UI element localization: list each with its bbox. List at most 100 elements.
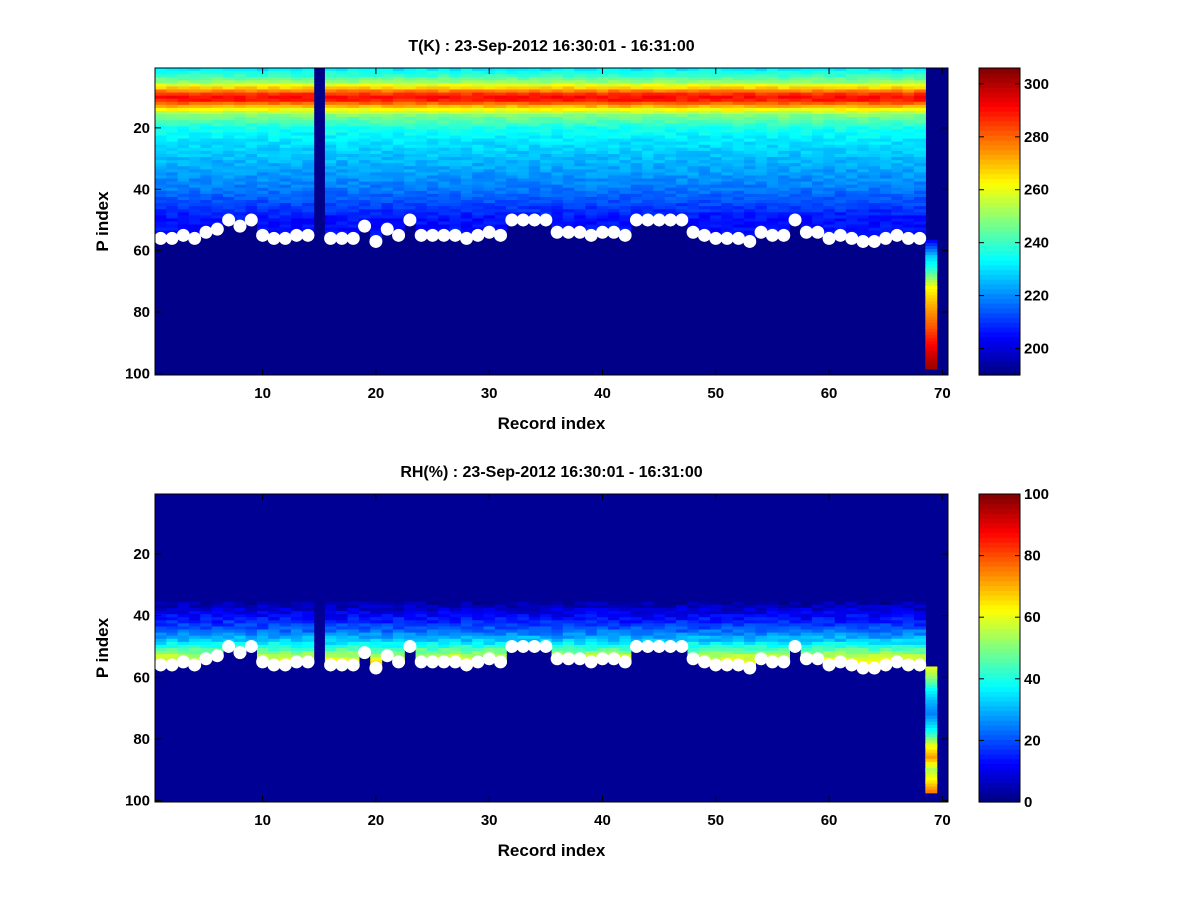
heatmap-cell [188,651,201,655]
heatmap-cell [800,132,813,137]
heatmap-cell [619,110,632,115]
heatmap-cell [755,215,768,220]
heatmap-cell [857,123,870,127]
heatmap-cell [245,95,258,100]
heatmap-cell [585,71,598,75]
heatmap-cell [732,206,745,210]
heatmap-cell [778,209,790,213]
heatmap-cell [721,629,734,634]
heatmap-cell [358,212,371,216]
heatmap-cell [789,132,802,137]
heatmap-cell [562,77,575,81]
heatmap-cell [381,614,394,618]
heatmap-cell [630,150,643,155]
heatmap-cell [902,107,915,112]
heatmap-cell [721,224,734,229]
heatmap-cell [540,601,553,606]
heatmap-cell [200,172,213,177]
heatmap-cell [415,184,428,189]
heatmap-cell [358,126,371,130]
heatmap-cell [823,150,836,155]
heatmap-cell [347,626,360,631]
heatmap-cell [687,184,700,189]
heatmap-cell [347,104,360,109]
heatmap-cell [596,203,609,207]
heatmap-cell [710,190,723,195]
heatmap-cell [619,147,632,152]
heatmap-cell [596,138,609,143]
heatmap-cell [902,150,915,155]
heatmap-cell [823,644,836,649]
heatmap-cell [619,206,632,210]
heatmap-cell [789,160,802,164]
heatmap-cell [460,623,473,628]
heatmap-cell [596,187,609,192]
heatmap-cell [630,629,643,634]
heatmap-cell [245,614,258,618]
heatmap-cell [642,147,655,152]
heatmap-cell [370,224,383,229]
heatmap-cell [925,310,938,315]
boundary-point [154,231,168,245]
heatmap-cell [494,635,507,640]
heatmap-cell [483,215,496,220]
heatmap-cell [823,184,836,189]
heatmap-cell [902,224,915,229]
heatmap-cell [211,203,224,207]
heatmap-cell [200,166,213,170]
heatmap-cell [880,203,892,207]
heatmap-cell [823,89,836,94]
heatmap-cell [540,68,553,72]
heatmap-cell [812,626,824,631]
heatmap-cell [880,120,892,124]
heatmap-cell [812,129,824,134]
heatmap-cell [483,117,496,121]
boundary-point [822,231,836,245]
heatmap-cell [868,157,881,161]
heatmap-cell [585,221,598,226]
heatmap-cell [528,95,541,100]
heatmap-cell [449,617,462,621]
heatmap-cell [744,629,757,634]
heatmap-cell [800,641,813,646]
heatmap-cell [200,648,213,652]
heatmap-cell [789,92,802,97]
heatmap-cell [868,212,881,216]
heatmap-cell [381,107,394,112]
heatmap-cell [642,196,655,201]
heatmap-cell [177,86,190,91]
heatmap-cell [755,89,768,94]
heatmap-cell [676,89,689,94]
heatmap-cell [426,129,439,134]
heatmap-cell [290,138,303,143]
heatmap-cell [585,206,598,210]
heatmap-cell [630,110,643,115]
heatmap-cell [812,71,824,75]
heatmap-cell [256,607,269,612]
heatmap-cell [528,206,541,210]
heatmap-cell [426,153,439,158]
heatmap-cell [857,132,870,137]
heatmap-cell [551,604,564,609]
heatmap-cell [540,129,553,134]
heatmap-cell [710,623,723,628]
heatmap-cell [302,110,315,115]
heatmap-cell [551,620,564,624]
heatmap-cell [166,123,179,127]
heatmap-cell [755,611,768,615]
heatmap-cell [778,651,790,655]
heatmap-cell [517,80,530,84]
heatmap-cell [642,123,655,127]
heatmap-cell [472,144,485,149]
heatmap-cell [619,601,632,606]
heatmap-cell [732,98,745,103]
heatmap-cell [506,620,519,624]
heatmap-cell [823,144,836,149]
heatmap-cell [200,614,213,618]
heatmap-cell [551,120,564,124]
heatmap-cell [290,224,303,229]
heatmap-cell [846,123,858,127]
heatmap-cell [574,212,587,216]
heatmap-cell [619,193,632,198]
heatmap-cell [404,129,417,134]
